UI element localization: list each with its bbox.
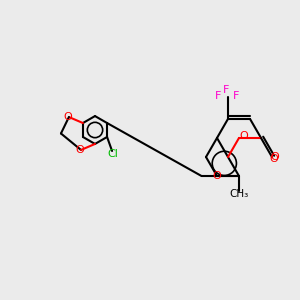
Text: F: F [215, 91, 221, 101]
Text: O: O [271, 152, 279, 162]
Text: F: F [233, 91, 239, 101]
Text: O: O [76, 145, 84, 155]
Text: O: O [213, 171, 221, 181]
Text: O: O [240, 131, 248, 141]
Text: Cl: Cl [108, 149, 118, 159]
Text: CH₃: CH₃ [230, 190, 249, 200]
Text: F: F [223, 85, 229, 95]
Text: O: O [64, 112, 72, 122]
Text: O: O [270, 154, 278, 164]
